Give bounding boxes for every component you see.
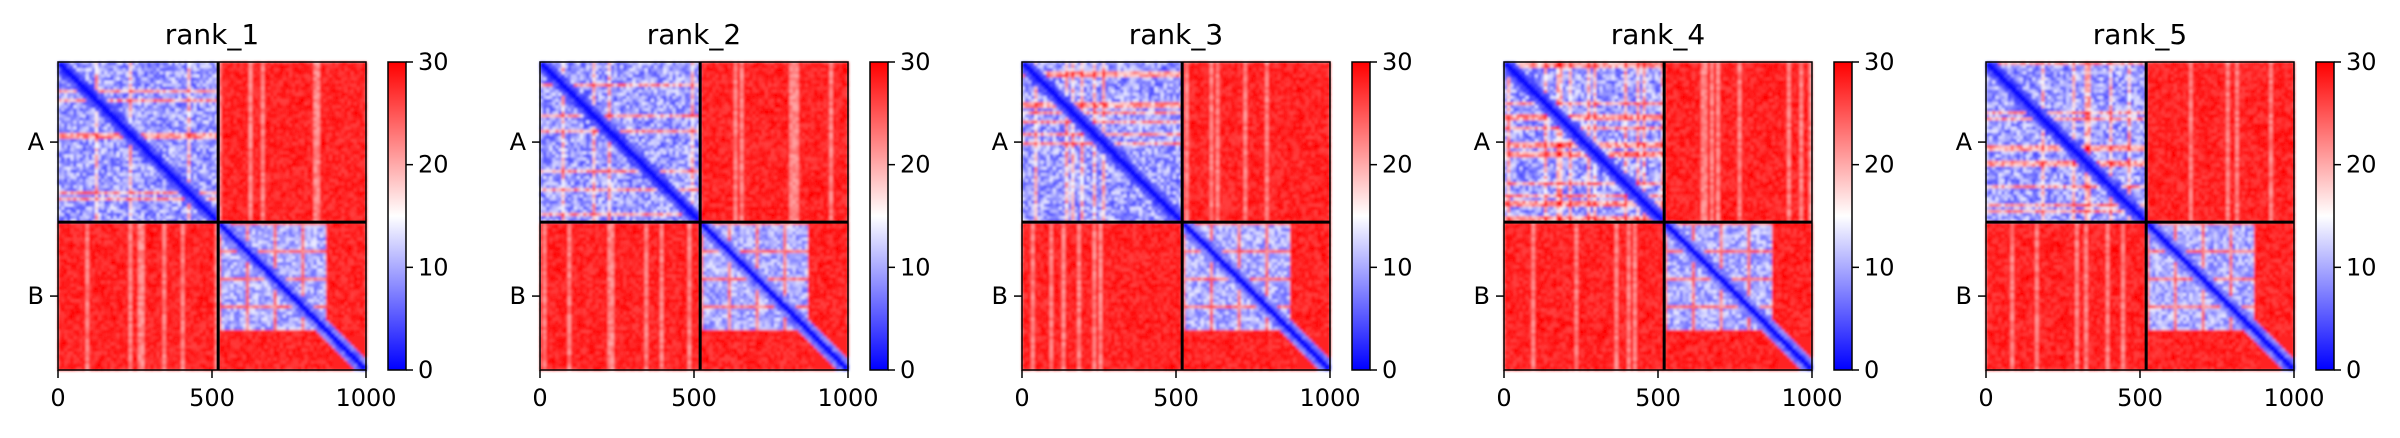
heatmap-cells [58,62,367,371]
panel-title: rank_1 [165,18,259,51]
